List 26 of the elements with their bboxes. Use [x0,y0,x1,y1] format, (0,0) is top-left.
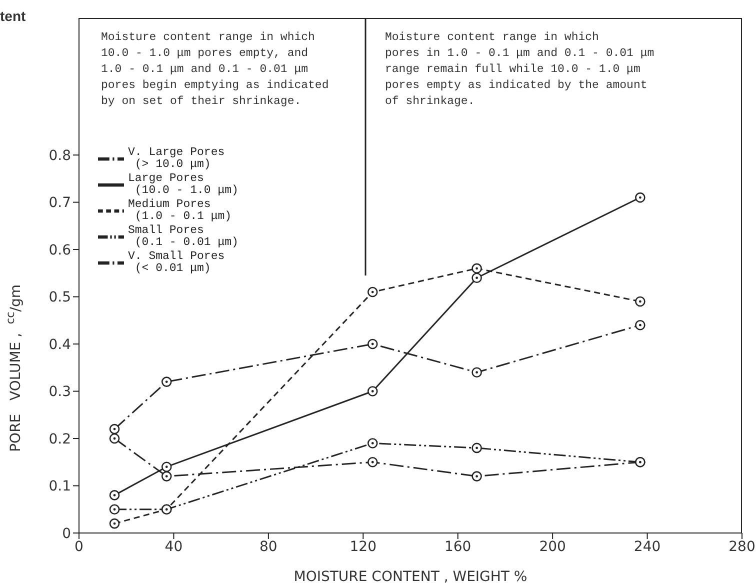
y-tick-label: 0.1 [48,478,71,495]
x-tick-label: 160 [444,538,472,555]
y-tick-label: 0.3 [48,384,71,400]
y-tick-label: 0.7 [48,195,71,212]
annotation: Moisture content range in which 10.0 - 1.0 μm pores empty, and 1.0 - 0.1 μm and 0.1 - 0.01 μm pores begin emptying as indicated by on set of their shrinkage. [101,30,329,110]
text: tent [0,8,26,24]
annotation: Moisture content range in which pores in 1.0 - 0.1 μm and 0.1 - 0.01 μm range remain full while 10.0 - 1.0 μm pores empty as indicated by the amount of shrinkage. [385,30,654,110]
x-tick-label: 0 [74,538,84,555]
legend-label: V. Large Pores (> 10.0 μm) [128,146,225,172]
legend-label: Medium Pores (1.0 - 0.1 μm) [128,198,232,224]
legend-label: Small Pores (0.1 - 0.01 μm) [128,224,238,250]
y-tick-label: 0 [62,526,71,542]
x-tick-label: 80 [260,538,278,555]
y-tick-label: 0.6 [48,242,72,258]
x-tick-label: 120 [350,538,377,555]
y-tick-label: 0.4 [48,336,72,353]
x-tick-label: 200 [539,538,566,555]
x-tick-label: 280 [728,538,756,555]
x-tick-label: 240 [634,538,661,555]
legend-label: Large Pores (10.0 - 1.0 μm) [128,172,238,198]
x-axis-title: MOISTURE CONTENT , WEIGHT % [294,569,528,583]
y-tick-label: 0.8 [48,148,71,164]
legend-label: V. Small Pores (< 0.01 μm) [128,250,225,276]
y-tick-label: 0.2 [48,431,71,448]
y-tick-label: 0.5 [48,290,71,306]
x-tick-label: 40 [164,538,183,555]
